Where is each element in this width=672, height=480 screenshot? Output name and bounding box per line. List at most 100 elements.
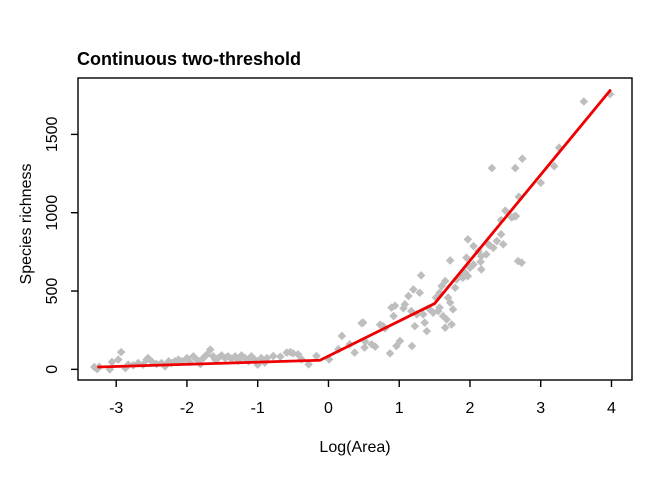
scatter-point bbox=[198, 353, 208, 363]
scatter-point bbox=[418, 310, 428, 319]
chart-title: Continuous two-threshold bbox=[77, 49, 301, 69]
scatter-point bbox=[463, 271, 473, 281]
scatter-point bbox=[452, 275, 461, 284]
scatter-point bbox=[469, 260, 478, 269]
scatter-point bbox=[385, 349, 395, 358]
scatter-point bbox=[395, 336, 405, 346]
scatter-point bbox=[256, 353, 266, 363]
scatter-point bbox=[185, 357, 195, 367]
scatter-point bbox=[116, 347, 126, 357]
scatter-point bbox=[312, 351, 321, 361]
y-axis-ticks: 0 500 1000 1500 bbox=[44, 116, 78, 374]
scatter-point bbox=[133, 358, 143, 368]
scatter-point bbox=[496, 230, 506, 239]
scatter-point bbox=[217, 351, 226, 360]
y-tick-label: 1000 bbox=[44, 195, 61, 231]
x-tick-label: 3 bbox=[536, 400, 545, 417]
scatter-point bbox=[496, 215, 506, 225]
scatter-point bbox=[438, 311, 448, 321]
scatter-point bbox=[431, 293, 441, 302]
scatter-point bbox=[450, 283, 460, 293]
scatter-point bbox=[469, 241, 478, 251]
scatter-point bbox=[337, 331, 347, 341]
scatter-point bbox=[143, 353, 153, 363]
x-tick-label: 2 bbox=[466, 400, 475, 417]
scatter-point bbox=[407, 341, 417, 351]
x-tick-label: -1 bbox=[251, 400, 265, 417]
scatter-point bbox=[223, 352, 233, 361]
scatter-point bbox=[92, 364, 102, 374]
scatter-point bbox=[420, 318, 429, 327]
scatter-point bbox=[487, 163, 497, 173]
scatter-point bbox=[262, 353, 272, 363]
scatter-point bbox=[147, 357, 156, 366]
scatter-point bbox=[422, 326, 432, 336]
scatter-point bbox=[360, 343, 369, 352]
scatter-point bbox=[536, 178, 546, 188]
scatter-point bbox=[182, 353, 192, 363]
scatter-point bbox=[400, 300, 410, 309]
scatter-point bbox=[268, 351, 278, 361]
scatter-point bbox=[476, 251, 486, 261]
scatter-point bbox=[206, 345, 215, 354]
x-tick-label: 1 bbox=[395, 400, 404, 417]
scatter-point bbox=[410, 321, 420, 331]
scatter-point bbox=[428, 308, 438, 317]
scatter-point bbox=[443, 293, 453, 302]
scatter-point bbox=[501, 206, 510, 215]
scatter-point bbox=[297, 355, 306, 364]
scatter-points bbox=[89, 89, 615, 374]
x-tick-label: -3 bbox=[109, 400, 123, 417]
y-tick-label: 500 bbox=[44, 278, 61, 305]
scatter-point bbox=[350, 348, 359, 357]
scatter-point bbox=[518, 154, 527, 163]
scatter-point bbox=[492, 236, 502, 246]
scatter-point bbox=[167, 358, 176, 368]
fit-line-group bbox=[97, 89, 612, 369]
scatter-point bbox=[440, 276, 450, 286]
scatter-point bbox=[510, 163, 520, 173]
scatter-point bbox=[157, 358, 166, 368]
scatter-point bbox=[107, 357, 117, 367]
scatter-point bbox=[425, 305, 434, 314]
x-axis-label: Log(Area) bbox=[319, 439, 390, 456]
scatter-point bbox=[498, 240, 508, 249]
y-tick-label: 0 bbox=[44, 365, 61, 374]
scatter-point bbox=[253, 360, 263, 369]
scatter-point bbox=[164, 357, 173, 366]
scatter-point bbox=[404, 291, 413, 301]
scatter-point bbox=[476, 265, 486, 274]
scatter-point bbox=[174, 355, 183, 364]
scatter-point bbox=[579, 97, 589, 106]
scatter-point bbox=[463, 235, 473, 244]
scatter-point bbox=[437, 281, 446, 291]
fit-line bbox=[97, 89, 612, 369]
scatter-point bbox=[448, 305, 458, 314]
scatter-point bbox=[390, 301, 400, 311]
scatter-point bbox=[416, 271, 426, 280]
x-tick-label: 4 bbox=[607, 400, 616, 417]
scatter-point bbox=[370, 342, 380, 351]
scatter-point bbox=[406, 306, 416, 316]
scatter-point bbox=[208, 352, 218, 361]
scatter-point bbox=[435, 303, 444, 312]
scatter-point bbox=[114, 355, 123, 364]
x-axis-ticks: -3 -2 -1 0 1 2 3 4 bbox=[109, 380, 616, 417]
scatter-point bbox=[247, 352, 256, 361]
scatter-point bbox=[440, 323, 450, 332]
scatter-point bbox=[230, 352, 240, 361]
scatter-point bbox=[445, 256, 455, 265]
x-tick-label: -2 bbox=[180, 400, 194, 417]
scatter-point bbox=[485, 241, 495, 250]
scatter-point bbox=[304, 360, 313, 369]
scatter-point bbox=[276, 352, 285, 361]
scatter-point bbox=[517, 258, 526, 267]
scatter-point bbox=[447, 320, 456, 329]
scatter-point bbox=[511, 211, 521, 221]
plot-box bbox=[77, 77, 633, 381]
scatter-point bbox=[605, 89, 615, 99]
scatter-point bbox=[445, 298, 455, 307]
scatter-point bbox=[489, 243, 498, 253]
